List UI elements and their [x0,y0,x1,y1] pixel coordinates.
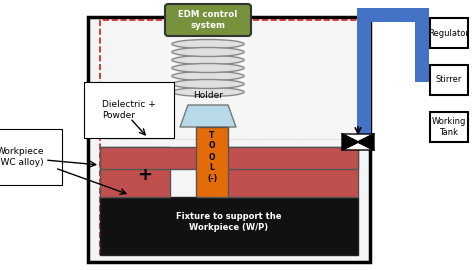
Ellipse shape [172,48,244,56]
Bar [100,197,358,255]
Bar [415,8,429,82]
Bar [430,65,468,95]
Text: Holder: Holder [193,91,223,100]
Bar [196,127,228,197]
Text: +: + [137,166,153,184]
Bar [88,17,370,262]
Polygon shape [342,134,358,150]
Ellipse shape [172,56,244,65]
FancyBboxPatch shape [165,4,251,36]
Text: (-): (-) [207,174,217,184]
Text: EDM control
system: EDM control system [178,10,237,30]
Text: Fixture to support the
Workpiece (W/P): Fixture to support the Workpiece (W/P) [176,212,282,232]
Text: Working
Tank: Working Tank [432,117,466,137]
Text: L: L [210,164,214,173]
Bar [357,12,371,142]
Bar [100,147,170,197]
Polygon shape [180,105,236,127]
Ellipse shape [172,39,244,49]
Ellipse shape [172,63,244,73]
Bar [100,20,358,255]
Bar [430,18,468,48]
Polygon shape [342,142,374,150]
Text: Regulator: Regulator [428,29,469,38]
Text: Workpiece
(WC alloy): Workpiece (WC alloy) [0,147,44,167]
Text: Dielectric +
Powder: Dielectric + Powder [102,100,156,120]
Text: T: T [210,130,215,140]
Text: Stirrer: Stirrer [436,76,462,85]
Ellipse shape [172,72,244,80]
Bar [218,147,358,197]
Ellipse shape [172,87,244,96]
Polygon shape [358,134,374,150]
Polygon shape [342,134,374,142]
Bar [430,112,468,142]
Text: O: O [209,153,215,161]
Text: O: O [209,141,215,150]
Ellipse shape [172,79,244,89]
Bar [100,147,358,169]
Bar [357,8,429,22]
